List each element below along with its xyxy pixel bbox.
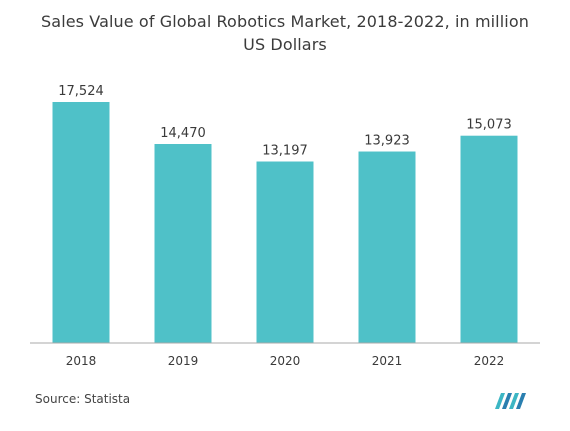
data-label-2020: 13,197 <box>262 144 308 159</box>
data-label-2018: 17,524 <box>58 84 104 99</box>
chart-title: Sales Value of Global Robotics Market, 2… <box>41 12 529 54</box>
data-label-2019: 14,470 <box>160 126 206 141</box>
source-note: Source: Statista <box>35 392 131 406</box>
bars-group <box>52 102 518 343</box>
x-tick-label-2021: 2021 <box>372 354 403 368</box>
bar-2019 <box>154 144 212 343</box>
x-tick-label-2020: 2020 <box>270 354 301 368</box>
bar-2022 <box>460 135 518 343</box>
x-tick-label-2022: 2022 <box>474 354 505 368</box>
x-tick-label-2019: 2019 <box>168 354 199 368</box>
bar-2020 <box>256 161 314 343</box>
mordor-intelligence-logo-icon <box>495 393 526 409</box>
data-label-2022: 15,073 <box>466 118 512 133</box>
x-tick-label-2018: 2018 <box>66 354 97 368</box>
data-label-2021: 13,923 <box>364 134 410 149</box>
data-labels-group: 17,524 14,470 13,197 13,923 15,073 <box>58 84 512 159</box>
bar-2018 <box>52 102 110 343</box>
x-tick-labels-group: 2018 2019 2020 2021 2022 <box>66 354 505 368</box>
bar-2021 <box>358 151 416 343</box>
